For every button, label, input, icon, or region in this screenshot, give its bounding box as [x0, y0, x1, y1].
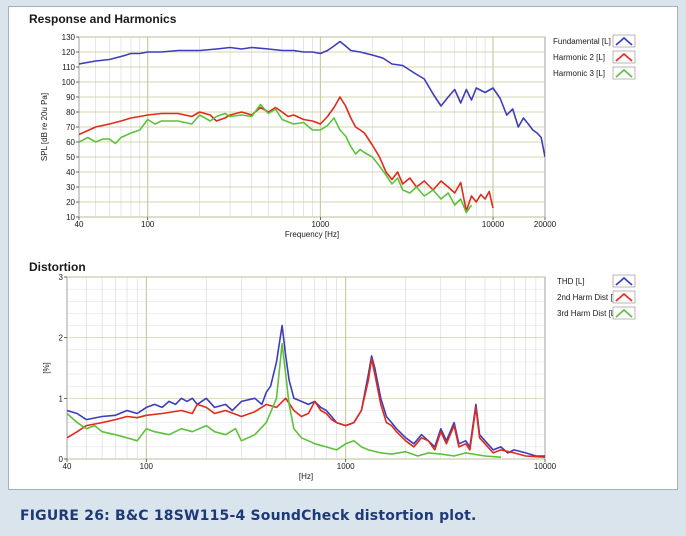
dist-series-thd-l	[67, 324, 545, 457]
dist-xtick-label: 1000	[337, 462, 355, 471]
resp-title: Response and Harmonics	[29, 12, 177, 26]
plot-panel: Response and Harmonics 10 20 30 40 50 60 70 80 90…	[8, 6, 678, 490]
resp-ytick-label: 30	[66, 183, 75, 192]
resp-ytick-label: 20	[66, 198, 75, 207]
resp-ytick-label: 60	[66, 138, 75, 147]
resp-legend-box-harmonic-3-l	[612, 66, 636, 80]
dist-xtick-label: 40	[63, 462, 72, 471]
resp-legend-swatch-fundamental-l	[615, 36, 633, 46]
resp-ytick-label: 120	[62, 48, 76, 57]
resp-ytick-label: 70	[66, 123, 75, 132]
dist-ytick-label: 1	[59, 394, 64, 403]
distortion-chart: Distortion 0 1 2 3 40 100 1000 10000 [Hz] [%] THD […	[29, 260, 636, 481]
resp-legend-swatch-harmonic-2-l	[615, 52, 633, 62]
dist-legend-box-thd-l	[612, 274, 636, 288]
resp-legend-label-harmonic-3-l: Harmonic 3 [L]	[553, 69, 605, 78]
dist-xlabel: [Hz]	[299, 472, 313, 481]
dist-legend-swatch-2nd-harm-dist-l	[615, 292, 633, 302]
dist-legend-swatch-3rd-harm-dist-l	[615, 308, 633, 318]
resp-xtick-label: 1000	[311, 220, 329, 229]
dist-xtick-label: 10000	[534, 462, 557, 471]
dist-ytick-label: 2	[59, 334, 64, 343]
resp-ytick-label: 110	[62, 63, 75, 72]
resp-xlabel: Frequency [Hz]	[285, 230, 339, 239]
resp-series-harmonic-3-l	[79, 103, 473, 214]
resp-ytick-label: 40	[66, 168, 75, 177]
dist-legend-label-thd-l: THD [L]	[557, 277, 585, 286]
dist-ytick-label: 3	[59, 273, 64, 282]
resp-legend-box-harmonic-2-l	[612, 50, 636, 64]
dist-legend-box-2nd-harm-dist-l	[612, 290, 636, 304]
dist-series-3rd-harm-dist-l	[67, 342, 501, 458]
response-harmonics-chart: Response and Harmonics 10 20 30 40 50 60 70 80 90…	[29, 12, 636, 239]
resp-ytick-label: 100	[62, 78, 76, 87]
resp-legend-box-fundamental-l	[612, 34, 636, 48]
resp-series-fundamental-l	[79, 40, 545, 158]
dist-plot-area	[66, 276, 546, 460]
dist-ylabel: [%]	[42, 362, 51, 374]
resp-ytick-label: 80	[66, 108, 75, 117]
resp-legend-swatch-harmonic-3-l	[615, 68, 633, 78]
dist-legend-box-3rd-harm-dist-l	[612, 306, 636, 320]
resp-ytick-label: 130	[62, 33, 76, 42]
resp-ytick-label: 90	[66, 93, 75, 102]
dist-title: Distortion	[29, 260, 86, 274]
resp-xtick-label: 20000	[534, 220, 557, 229]
resp-xtick-label: 40	[75, 220, 84, 229]
resp-ytick-label: 10	[66, 213, 75, 222]
figure-caption: FIGURE 26: B&C 18SW115-4 SoundCheck dist…	[20, 508, 477, 524]
dist-series-2nd-harm-dist-l	[67, 358, 545, 458]
dist-xtick-label: 100	[140, 462, 154, 471]
resp-legend-label-fundamental-l: Fundamental [L]	[553, 37, 611, 46]
dist-ytick-label: 0	[59, 455, 64, 464]
resp-legend-label-harmonic-2-l: Harmonic 2 [L]	[553, 53, 605, 62]
resp-xtick-label: 100	[141, 220, 155, 229]
resp-ylabel: SPL [dB re 20u Pa]	[40, 93, 49, 161]
resp-ytick-label: 50	[66, 153, 75, 162]
dist-legend-swatch-thd-l	[615, 276, 633, 286]
resp-xtick-label: 10000	[482, 220, 505, 229]
dist-legend-label-3rd-harm-dist-l: 3rd Harm Dist [L]	[557, 309, 617, 318]
dist-legend-label-2nd-harm-dist-l: 2nd Harm Dist [L]	[557, 293, 619, 302]
resp-series-harmonic-2-l	[79, 96, 494, 212]
